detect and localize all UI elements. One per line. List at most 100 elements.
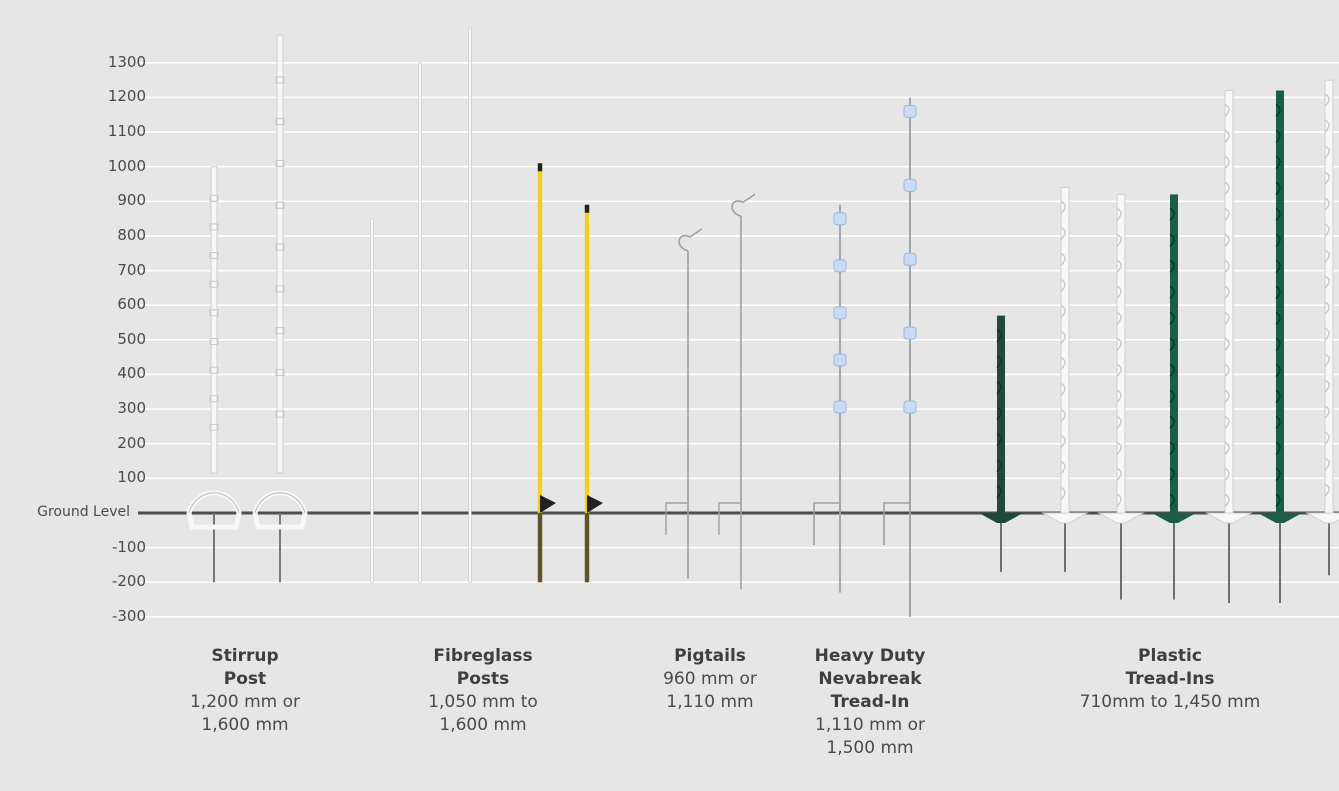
stirrup-clip [209,194,219,202]
tread-in-foot [1097,512,1145,524]
stirrup-clip [209,223,219,231]
stirrup-clip [275,327,285,335]
tread-in-clip [1060,434,1066,448]
tread-in-clip [1116,311,1122,325]
tread-in-clip [1224,337,1230,352]
tread-in-clip [996,484,1002,499]
tread-in-clip [1116,493,1122,507]
tread-in-clip [1060,200,1066,214]
tread-foot [540,495,556,513]
insulator [903,400,917,414]
tread-in-foot [1041,512,1089,524]
tick-label: 400 [117,364,146,383]
tread-in-clip [1275,363,1281,378]
tread-in-clip [1275,259,1281,274]
tread-in-clip [1060,382,1066,396]
tread-in-clip [1324,405,1330,419]
tread-in-clip [1275,233,1281,248]
tread-in-clip [1224,389,1230,404]
pigtail-loop [678,228,703,252]
insulator [903,104,917,118]
tick-label: 300 [117,399,146,418]
tread-in-clip [1224,311,1230,326]
tread-in-clip [1060,408,1066,422]
tread-in-clip [1224,259,1230,274]
stirrup-clip [275,118,285,126]
tread-in-clip [1169,415,1175,429]
stirrup-clip [275,159,285,167]
stirrup-clip [275,410,285,418]
tread-in-clip [1275,337,1281,352]
post-stirrup [252,34,308,583]
tread-in-clip [996,406,1002,421]
post-tread-in [1097,193,1145,600]
caption-pigtails-size-2: 1,110 mm [666,692,754,712]
fibreglass-rod [418,62,422,583]
stirrup-clip [209,309,219,317]
stirrup-step-outline [254,492,306,514]
insulator [833,400,847,414]
tick-label: -200 [111,572,146,591]
post-fibreglass [468,27,472,583]
tread-in-clip [1324,353,1330,367]
tread-in-clip [1169,259,1175,273]
tread-foot [587,495,603,513]
stirrup-clip [209,395,219,403]
tread-in-clip [1275,493,1281,508]
tick-label: 1300 [107,52,146,71]
tread-in-clip [1224,155,1230,170]
tread-in-clip [1224,363,1230,378]
tread-in-clip [1324,93,1330,107]
tread-in-clip [1324,223,1330,237]
caption-stirrup-name-2: Post [223,669,267,689]
tread-in-clip [1060,278,1066,292]
stirrup-clip [209,280,219,288]
caption-nevabreak-name-2: Nevabreak [818,669,922,689]
tread-in-clip [1060,252,1066,266]
tick-label: 800 [117,225,146,244]
tread-in-clip [1224,493,1230,508]
tread-in-foot [1205,512,1253,524]
tread-in-clip [1224,103,1230,118]
tread-in-clip [1224,467,1230,482]
pigtail-step [665,502,688,535]
tread-in-foot [979,513,1023,523]
caption-nevabreak-tread-in: Heavy Duty Nevabreak Tread-In 1,110 mm o… [795,645,945,760]
post-fibreglass [418,62,422,583]
caption-fibreglass-posts: Fibreglass Posts 1,050 mm to 1,600 mm [403,645,563,737]
post-tread-in [1205,90,1253,604]
insulator [833,306,847,320]
tick-label: -300 [111,606,146,625]
caption-pigtails: Pigtails 960 mm or 1,110 mm [645,645,775,714]
stirrup-clip [209,337,219,345]
post-pigtail [718,193,756,590]
stirrup-clip [209,366,219,374]
tread-in-clip [996,354,1002,369]
tread-in-clip [1324,249,1330,263]
tread-in-clip [1060,486,1066,500]
tread-in-clip [1224,233,1230,248]
caption-pigtails-size-1: 960 mm or [663,669,757,689]
tread-in-clip [1324,457,1330,471]
tread-in-clip [1169,207,1175,221]
tread-in-clip [1116,389,1122,403]
tread-in-foot [1258,513,1302,523]
tread-in-clip [1224,285,1230,300]
caption-plastic-name-1: Plastic [1138,646,1202,666]
tread-in-clip [1324,119,1330,133]
tread-in-clip [1275,181,1281,196]
insulator [833,212,847,226]
stirrup-clip [275,285,285,293]
caption-fibreglass-size-1: 1,050 mm to [428,692,538,712]
post-fibreglass [370,218,374,583]
tread-in-clip [1224,207,1230,222]
stirrup-clip [209,252,219,260]
post-fibreglass-foot [537,163,556,583]
insulator [903,178,917,192]
caption-stirrup-size-2: 1,600 mm [201,715,289,735]
caption-stirrup-size-1: 1,200 mm or [190,692,300,712]
tread-in-shaft [1324,79,1334,514]
tread-in-clip [1275,311,1281,326]
stirrup-shaft [276,34,284,474]
